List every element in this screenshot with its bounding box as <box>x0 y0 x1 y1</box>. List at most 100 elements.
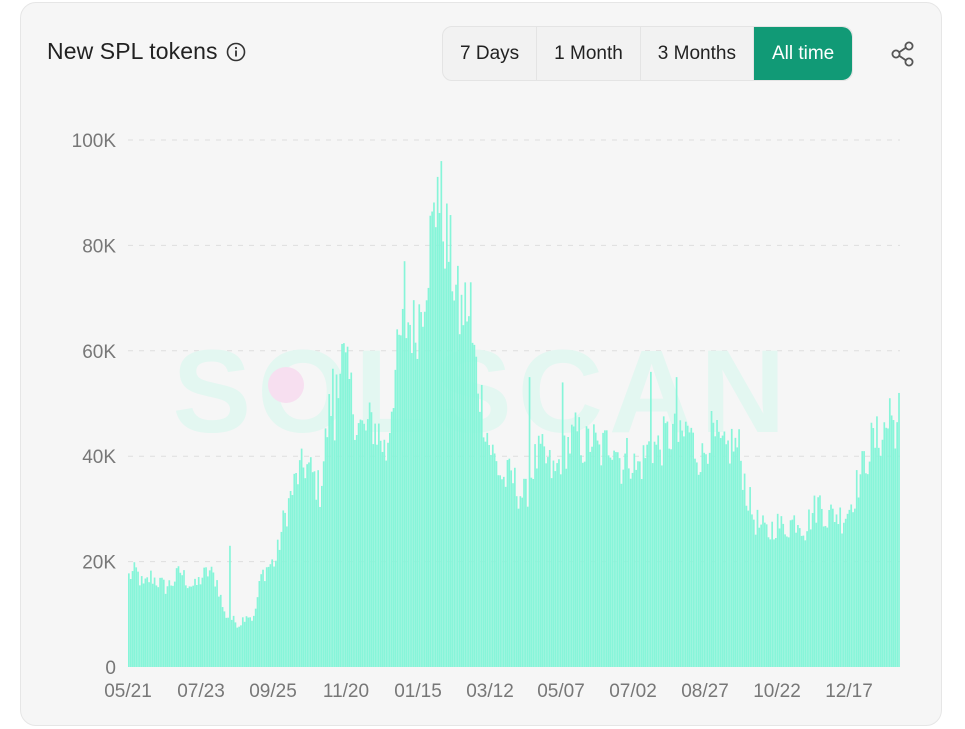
bar <box>817 497 819 667</box>
bar <box>661 465 663 667</box>
bar <box>306 464 308 667</box>
bar <box>697 474 700 667</box>
bar <box>598 444 601 667</box>
bar <box>865 473 867 667</box>
bar <box>479 411 481 667</box>
bar <box>229 545 231 667</box>
bar <box>604 430 606 667</box>
bar <box>543 446 546 667</box>
bar <box>786 536 788 667</box>
x-tick-label: 09/25 <box>249 681 297 702</box>
bar <box>556 463 558 667</box>
bar <box>475 356 478 667</box>
bar <box>427 287 430 667</box>
bar <box>668 448 671 667</box>
bar <box>332 368 334 667</box>
bar <box>776 513 779 667</box>
bar <box>659 449 661 667</box>
bar <box>854 508 856 667</box>
bar <box>343 343 345 667</box>
bar <box>249 617 251 667</box>
bar <box>547 457 549 667</box>
bar <box>570 424 573 667</box>
bar <box>265 567 268 667</box>
bar <box>828 510 830 667</box>
bar <box>732 451 735 667</box>
bar <box>256 597 259 667</box>
bar <box>179 572 182 667</box>
bar <box>718 431 720 667</box>
bar <box>872 428 875 667</box>
bar <box>638 461 641 667</box>
bar <box>771 521 774 667</box>
x-tick-label: 07/02 <box>609 681 657 702</box>
bar <box>469 282 472 667</box>
bar <box>264 581 266 667</box>
bar <box>212 572 215 667</box>
bar <box>429 215 432 667</box>
info-icon[interactable] <box>226 42 246 62</box>
bar <box>780 516 783 667</box>
bar <box>480 384 483 667</box>
bar <box>866 474 869 667</box>
tab-all-time[interactable]: All time <box>753 27 853 80</box>
bar <box>368 402 371 667</box>
bar <box>260 574 263 667</box>
bar <box>591 446 593 667</box>
bar <box>387 442 389 667</box>
bar <box>161 577 163 667</box>
bar <box>445 203 448 667</box>
bar <box>225 617 228 667</box>
bar <box>767 537 770 667</box>
bar <box>205 567 207 667</box>
y-tick-label: 20K <box>82 553 116 574</box>
bar <box>451 291 454 667</box>
x-tick-label: 05/21 <box>104 681 152 702</box>
tab-3-months[interactable]: 3 Months <box>641 27 754 80</box>
y-tick-label: 60K <box>82 342 116 363</box>
bar <box>407 322 410 667</box>
bar <box>530 477 533 667</box>
bar <box>650 371 652 667</box>
bar <box>223 611 226 667</box>
bar <box>293 473 296 667</box>
bar <box>775 537 777 667</box>
bar <box>471 342 474 667</box>
bar <box>646 444 649 667</box>
bar <box>431 211 433 667</box>
bar <box>243 621 246 667</box>
bar <box>607 455 610 667</box>
bar <box>806 531 808 667</box>
bar <box>460 294 463 667</box>
bar <box>666 421 669 667</box>
bar <box>385 460 388 667</box>
bar <box>655 444 658 667</box>
bar <box>207 576 209 667</box>
bar <box>495 461 498 667</box>
bar <box>883 422 886 667</box>
bar <box>150 570 152 667</box>
bar <box>683 436 685 667</box>
bars <box>128 161 900 667</box>
bar <box>616 452 619 667</box>
tab-7-days[interactable]: 7 Days <box>443 27 538 80</box>
bar <box>526 506 529 667</box>
bar <box>457 265 459 667</box>
bar <box>148 582 150 667</box>
bar <box>196 585 198 667</box>
bar <box>311 472 314 667</box>
bar <box>664 423 667 667</box>
bar <box>692 432 694 667</box>
bar <box>512 483 514 667</box>
bar <box>341 343 343 667</box>
bar <box>892 420 895 667</box>
share-icon[interactable] <box>889 40 917 68</box>
bar <box>333 440 336 667</box>
bar <box>282 510 285 667</box>
bar <box>286 526 288 667</box>
bar <box>129 579 132 667</box>
bar <box>537 435 540 667</box>
bar <box>414 342 417 667</box>
tab-1-month[interactable]: 1 Month <box>537 27 641 80</box>
bar <box>273 566 275 667</box>
